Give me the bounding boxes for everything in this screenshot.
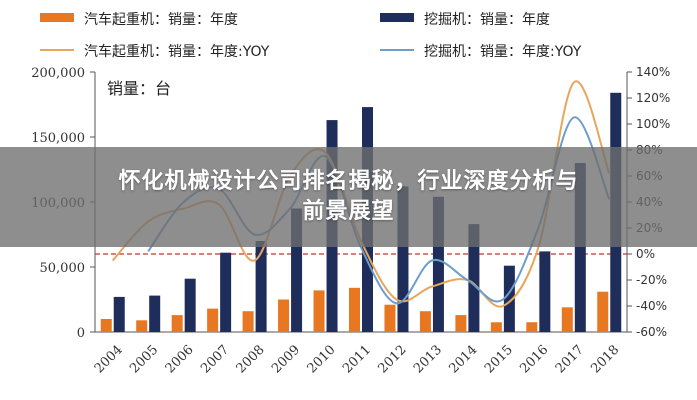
crane-bar-2012 [384,304,396,332]
y-left-tick-label-1: 50,000 [40,261,86,276]
crane-bar-2013 [419,311,431,332]
x-tick-label-2008: 2008 [234,342,268,376]
y-right-tick-label-9: 120% [636,91,670,105]
y-left-tick-label-0: 0 [77,326,85,341]
x-tick-label-2015: 2015 [482,342,516,376]
x-tick-label-2010: 2010 [305,342,339,376]
legend-swatch-2 [380,13,414,22]
excavator-bar-2004 [113,296,125,332]
crane-bar-2005 [136,320,148,332]
y-right-tick-label-3: 0% [636,247,655,261]
crane-bar-2011 [349,287,360,332]
excavator-bar-2015 [503,265,515,332]
x-tick-label-2012: 2012 [376,342,410,376]
y-left-tick-label-4: 200,000 [31,66,85,81]
x-tick-label-2013: 2013 [411,342,445,376]
x-tick-label-2009: 2009 [269,342,303,376]
legend-label-1: 汽车起重机：销量：年度 [84,11,238,28]
y-right-tick-label-2: -20% [636,273,667,287]
y-right-tick-label-0: -60% [636,325,667,339]
excavator-bar-2014 [468,224,480,332]
legend-label-3: 汽车起重机：销量：年度:YOY [84,43,270,60]
crane-bar-2006 [171,315,183,332]
crane-bar-2017 [561,307,573,332]
excavator-bar-2007 [220,252,232,332]
excavator-bar-2006 [184,278,196,332]
x-tick-label-2006: 2006 [163,342,197,376]
x-tick-label-2011: 2011 [340,342,374,376]
crane-bar-2004 [100,319,112,332]
crane-bar-2007 [207,308,219,332]
y-right-tick-label-10: 140% [636,65,670,79]
crane-bar-2016 [526,322,538,332]
y-left-tick-label-3: 150,000 [31,131,85,146]
crane-bar-2009 [278,299,290,332]
crane-bar-2018 [597,291,609,332]
overlay-title-line-1: 怀化机械设计公司排名揭秘，行业深度分析与 [118,169,579,194]
legend-label-2: 挖掘机：销量：年度 [424,12,550,28]
y-right-tick-label-8: 100% [636,117,670,131]
x-tick-label-2004: 2004 [92,342,126,376]
x-tick-label-2017: 2017 [553,342,587,376]
crane-bar-2008 [242,311,254,332]
x-tick-label-2016: 2016 [517,342,551,376]
excavator-bar-2005 [149,295,161,332]
crane-bar-2010 [313,290,325,332]
overlay-title-line-2: 前景展望 [302,199,395,224]
excavator-bar-2008 [255,241,267,332]
excavator-bar-2009 [291,208,303,332]
excavator-bar-2013 [432,196,444,332]
crane-bar-2014 [455,315,467,332]
excavator-bar-2016 [539,251,551,332]
title-overlay: 怀化机械设计公司排名揭秘，行业深度分析与 前景展望 [0,147,697,247]
x-tick-label-2005: 2005 [127,342,161,376]
legend-swatch-1 [40,13,74,22]
y-right-tick-label-1: -40% [636,299,667,313]
x-tick-label-2007: 2007 [198,342,232,376]
legend-label-4: 挖掘机：销量：年度:YOY [424,44,582,60]
x-tick-label-2014: 2014 [446,342,480,376]
excavator-bar-2012 [397,186,409,332]
unit-label: 销量：台 [107,79,171,98]
excavator-bar-2017 [574,163,586,332]
x-tick-label-2018: 2018 [588,342,622,376]
crane-bar-2015 [490,322,502,332]
